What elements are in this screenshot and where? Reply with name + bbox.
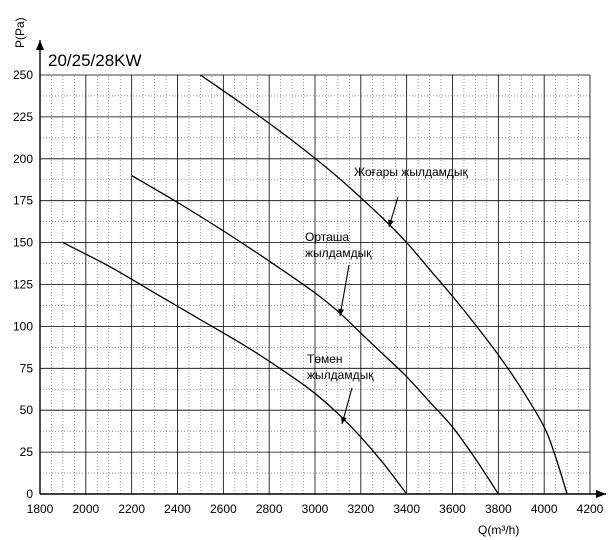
x-tick-label: 3200 <box>347 502 374 516</box>
series-line-2 <box>131 174 499 495</box>
x-tick-label: 3400 <box>393 502 420 516</box>
x-tick-label: 1800 <box>27 502 54 516</box>
series-lines <box>62 74 568 495</box>
annotation-label: жылдамдық <box>307 368 374 382</box>
minor-gridlines <box>40 75 590 494</box>
y-tick-label: 75 <box>20 361 34 375</box>
x-tick-label: 3000 <box>302 502 329 516</box>
x-tick-label: 2000 <box>72 502 99 516</box>
y-tick-label: 125 <box>13 278 33 292</box>
annotation-label: Жоғары жылдамдық <box>354 165 469 179</box>
x-tick-label: 2800 <box>256 502 283 516</box>
x-tick-label: 3600 <box>439 502 466 516</box>
y-tick-labels: 0 25 50 75 100 125 150 175 200 225 250 <box>13 68 33 501</box>
annotation-label: Орташа <box>305 230 349 244</box>
y-tick-label: 0 <box>26 487 33 501</box>
annotation-label: Төмен <box>307 352 343 366</box>
chart-title: 20/25/28KW <box>48 51 142 70</box>
annotation-arrow <box>338 264 350 317</box>
series-annotations: Жоғары жылдамдық Орташа жылдамдық Төмен жылд… <box>305 165 469 425</box>
y-tick-label: 225 <box>13 110 33 124</box>
x-tick-label: 3800 <box>485 502 512 516</box>
annotation-label: жылдамдық <box>305 246 372 260</box>
series-line-1 <box>200 74 568 495</box>
y-tick-label: 100 <box>13 319 33 333</box>
y-tick-label: 200 <box>13 152 33 166</box>
major-gridlines <box>40 74 591 494</box>
series-line-3 <box>62 242 408 495</box>
x-axis-label: Q(m³/h) <box>478 523 519 537</box>
y-axis-label: P(Pa) <box>13 17 27 48</box>
x-tick-label: 4000 <box>531 502 558 516</box>
annotation-arrow <box>340 387 353 425</box>
y-tick-label: 250 <box>13 68 33 82</box>
y-tick-label: 25 <box>20 445 34 459</box>
y-tick-label: 50 <box>20 403 34 417</box>
x-tick-label: 2600 <box>210 502 237 516</box>
x-tick-label: 2400 <box>164 502 191 516</box>
y-tick-label: 175 <box>13 194 33 208</box>
x-tick-label: 2200 <box>118 502 145 516</box>
x-tick-label: 4200 <box>577 502 604 516</box>
y-tick-label: 150 <box>13 236 33 250</box>
annotation-arrow <box>388 196 399 228</box>
x-tick-labels: 1800 2000 2200 2400 2600 2800 3000 3200 3400 3600… <box>27 502 604 516</box>
